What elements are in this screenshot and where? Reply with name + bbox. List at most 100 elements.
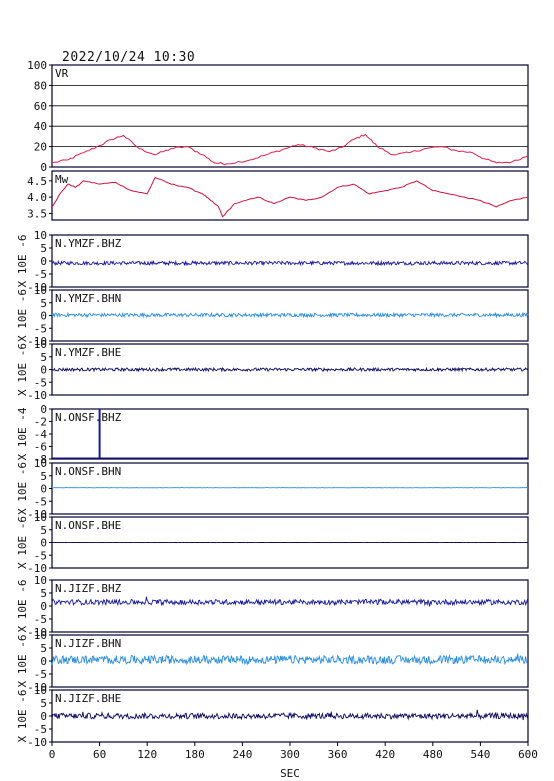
unit-label: X 10E -6 (16, 289, 29, 342)
y-tick-label: -5 (34, 268, 47, 281)
waveform-line (51, 653, 529, 666)
y-tick-label: -5 (34, 613, 47, 626)
y-tick-label: 0 (40, 161, 47, 174)
y-tick-label: -5 (34, 723, 47, 736)
y-tick-label: 80 (34, 79, 47, 92)
panel-label: N.ONSF.BHZ (55, 411, 122, 424)
waveform-line (51, 709, 529, 721)
y-tick-label: 0 (40, 310, 47, 323)
panel-label: N.ONSF.BHN (55, 465, 121, 478)
y-tick-label: -5 (34, 668, 47, 681)
panel-label: N.YMZF.BHZ (55, 237, 122, 250)
y-tick-label: 5 (40, 470, 47, 483)
unit-label: X 10E -6 (16, 580, 29, 633)
y-tick-label: 0 (40, 655, 47, 668)
y-tick-label: 100 (27, 59, 47, 72)
panel-label: Mw (55, 173, 69, 186)
y-tick-label: 20 (34, 141, 47, 154)
y-tick-label: -5 (34, 495, 47, 508)
y-tick-label: 10 (34, 511, 47, 524)
y-tick-label: -10 (27, 562, 47, 575)
panel-label: N.JIZF.BHZ (55, 582, 122, 595)
panel-frame (51, 579, 529, 633)
series-line (51, 133, 529, 166)
y-tick-label: 5 (40, 587, 47, 600)
y-tick-label: 0 (40, 537, 47, 550)
x-tick-label: 0 (49, 748, 56, 761)
unit-label: X 10E -6 (16, 516, 29, 569)
y-tick-label: -10 (27, 626, 47, 639)
x-axis: 0 60 120 180 240 300 360 420 480 540 600 (49, 742, 538, 761)
waveform-line (51, 596, 529, 607)
y-tick-label: 5 (40, 642, 47, 655)
y-tick-label: 0 (40, 403, 47, 416)
x-tick-label: 300 (280, 748, 300, 761)
y-tick-label: -10 (27, 389, 47, 402)
y-tick-label: -10 (27, 335, 47, 348)
y-tick-label: -4 (34, 428, 48, 441)
unit-label: X 10E -6 (16, 235, 29, 288)
y-tick-label: -10 (27, 736, 47, 749)
y-tick-label: -2 (34, 416, 47, 429)
y-tick-label: 0 (40, 255, 47, 268)
panel-label: N.YMZF.BHN (55, 292, 121, 305)
panel-label: N.JIZF.BHN (55, 637, 121, 650)
y-tick-label: 0 (40, 483, 47, 496)
y-tick-label: 10 (34, 457, 47, 470)
y-tick-label: 60 (34, 100, 47, 113)
panel-frame (51, 408, 529, 460)
y-tick-label: 5 (40, 697, 47, 710)
x-tick-label: 120 (137, 748, 157, 761)
x-tick-label: 360 (328, 748, 348, 761)
unit-label: X 10E -6 (16, 690, 29, 743)
y-tick-label: -10 (27, 508, 47, 521)
y-tick-label: 4.5 (27, 175, 47, 188)
panel-frame (51, 170, 529, 221)
y-tick-label: 10 (34, 284, 47, 297)
y-tick-label: -5 (34, 549, 47, 562)
waveform-line (51, 366, 529, 373)
panel-label: N.ONSF.BHE (55, 519, 121, 532)
y-tick-label: 5 (40, 297, 47, 310)
y-tick-label: -10 (27, 281, 47, 294)
y-tick-label: 5 (40, 351, 47, 364)
waveform-line (51, 259, 529, 267)
y-tick-label: -5 (34, 376, 47, 389)
x-tick-label: 480 (423, 748, 443, 761)
panel-label: VR (55, 67, 69, 80)
unit-label: X 10E -6 (16, 462, 29, 515)
panel-frame (51, 462, 529, 515)
y-tick-label: 10 (34, 338, 47, 351)
panel-label: N.JIZF.BHE (55, 692, 121, 705)
y-tick-label: 0 (40, 600, 47, 613)
x-tick-label: 540 (470, 748, 490, 761)
y-tick-label: -10 (27, 681, 47, 694)
y-tick-label: 40 (34, 120, 47, 133)
x-tick-label: 420 (375, 748, 395, 761)
y-tick-label: 10 (34, 229, 47, 242)
y-tick-label: -6 (34, 441, 47, 454)
y-tick-label: 5 (40, 524, 47, 537)
unit-label: X 10E -6 (16, 635, 29, 688)
x-axis-label: SEC (280, 767, 300, 780)
panel-n-onsf-bhz: -8-6-4-20 X 10E -4 N.ONSF.BHZ (16, 403, 529, 466)
y-tick-label: 3.5 (27, 207, 47, 220)
x-tick-label: 60 (93, 748, 106, 761)
y-tick-label: 5 (40, 242, 47, 255)
x-tick-label: 240 (232, 748, 252, 761)
y-tick-label: 10 (34, 574, 47, 587)
panel-label: N.YMZF.BHE (55, 346, 121, 359)
unit-label: X 10E -4 (16, 407, 29, 460)
x-tick-label: 600 (518, 748, 538, 761)
x-tick-label: 180 (185, 748, 205, 761)
